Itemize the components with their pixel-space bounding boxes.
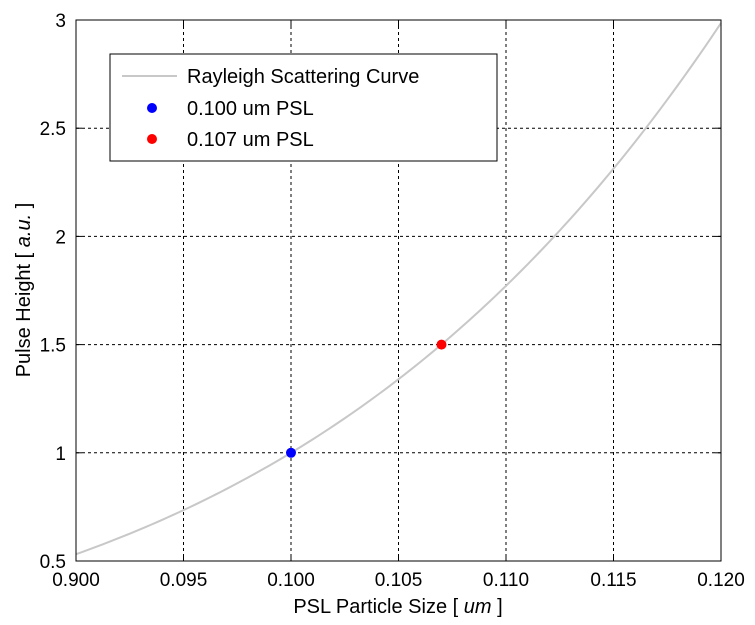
x-axis-label-unit: um (464, 596, 492, 618)
data-point-red (436, 339, 447, 350)
points-layer (286, 339, 447, 458)
x-tick-label: 0.100 (267, 570, 315, 591)
y-axis-label-end: ] (13, 203, 35, 214)
x-axis-label-main: PSL Particle Size [ (293, 596, 463, 618)
legend-marker-blue (147, 103, 157, 113)
ticks: 0.900 0.095 0.100 0.105 0.110 0.115 0.120 0.5 1 1… (40, 11, 745, 591)
y-tick-label: 2 (55, 227, 66, 248)
x-tick-label: 0.095 (160, 570, 208, 591)
x-axis-label: PSL Particle Size [ um ] (293, 596, 502, 618)
legend: Rayleigh Scattering Curve 0.100 um PSL 0… (109, 53, 498, 162)
legend-label-red: 0.107 um PSL (187, 129, 314, 151)
x-tick-label: 0.110 (483, 570, 529, 591)
y-tick-label: 0.5 (40, 552, 66, 573)
y-axis-label: Pulse Height [ a.u. ] (13, 203, 35, 378)
legend-label-curve: Rayleigh Scattering Curve (187, 66, 419, 88)
y-tick-label: 2.5 (40, 119, 66, 140)
x-tick-label: 0.105 (375, 570, 423, 591)
legend-label-blue: 0.100 um PSL (187, 98, 314, 120)
x-tick-label: 0.120 (697, 570, 745, 591)
x-tick-label: 0.900 (52, 570, 100, 591)
y-axis-label-unit: a.u. (13, 214, 35, 247)
curve-layer (75, 22, 722, 556)
y-tick-label: 3 (55, 11, 66, 32)
y-tick-label: 1 (55, 444, 66, 465)
legend-box (109, 53, 498, 162)
x-tick-label: 0.115 (590, 570, 636, 591)
x-axis-label-end: ] (492, 596, 503, 618)
rayleigh-curve (75, 22, 722, 556)
data-point-blue (286, 447, 296, 458)
y-axis-label-main: Pulse Height [ (13, 247, 35, 377)
y-tick-label: 1.5 (40, 336, 66, 357)
legend-marker-red (147, 134, 157, 144)
